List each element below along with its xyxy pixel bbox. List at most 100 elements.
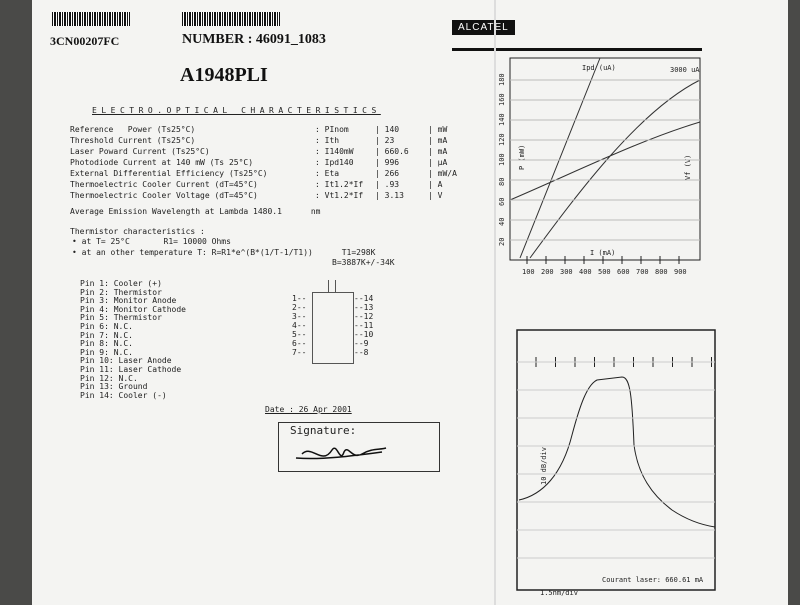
table-cell: Photodiode Current at 140 mW (Ts 25°C): [70, 158, 254, 167]
table-cell: | mA: [428, 136, 448, 145]
y-tick-label: 20: [498, 238, 506, 246]
y-tick-label: 160: [498, 93, 506, 106]
label: Courant laser: 660.61 mA: [602, 576, 704, 584]
table-cell: | mW: [428, 125, 448, 134]
fold: [494, 0, 496, 605]
label: P (mW): [518, 145, 526, 170]
thermistor-b: B=3887K+/-34K: [332, 258, 395, 267]
pin: Pin 6: N.C.: [80, 322, 133, 331]
spectrum: [518, 376, 716, 528]
x-tick-label: 500: [598, 268, 611, 276]
table-cell: | .93: [375, 180, 400, 189]
pin-number: 4--: [292, 321, 307, 330]
pin-lead: [328, 280, 336, 292]
table-cell: : Eta: [315, 169, 340, 178]
pin-number: --12: [354, 312, 374, 321]
pin-number: 7--: [292, 348, 307, 357]
table-cell: | V: [428, 191, 443, 200]
pin-number: 3--: [292, 312, 307, 321]
pin: Pin 9: N.C.: [80, 347, 133, 357]
table-cell: | 3.13: [375, 191, 404, 200]
x-tick-label: 400: [579, 268, 592, 276]
x-tick-label: 100: [522, 268, 535, 276]
pin: Pin 5: Thermistor: [80, 313, 162, 323]
table-cell: | mW/A: [428, 169, 457, 178]
table-cell: : It1.2*If: [315, 180, 364, 189]
spectrum-chart: 10 dB/div 1.5nm/div Courant laser: 660.6…: [516, 329, 716, 597]
pin-number: 1--: [292, 294, 307, 303]
curve: [509, 57, 701, 259]
plot-frame: [516, 329, 716, 591]
pin: Pin 11: Laser Cathode: [80, 365, 182, 374]
pin-number: --10: [354, 330, 374, 339]
table-cell: Thermoelectric Cooler Voltage (dT=45°C): [70, 191, 258, 200]
barcode-text: 3CN00207FC: [50, 34, 120, 48]
pin: Pin 3: Monitor Anode: [80, 296, 177, 306]
table-cell: : Ipd140: [315, 158, 354, 167]
iv-chart: Ipd (uA) 3000 uA I (mA) P (mW) Vf (V) 18…: [498, 57, 701, 276]
table-cell: External Differential Efficiency (Ts25°C…: [70, 169, 268, 178]
label: 3000 uA: [670, 66, 700, 74]
pin: Pin 2: Thermistor: [80, 287, 162, 297]
y-tick-label: 140: [498, 113, 506, 126]
pin: Pin 7: N.C.: [80, 330, 133, 340]
pin-box: [312, 292, 354, 364]
thermistor-line: • at T= 25°C R1= 10000 Ohms: [72, 237, 231, 246]
thermistor-line: • at an other temperature T: R=R1*e^(B*(…: [72, 248, 376, 257]
plot-frame: [509, 57, 701, 261]
pin-number: 5--: [292, 330, 307, 339]
x-tick-label: 700: [636, 268, 649, 276]
y-tick-label: 60: [498, 198, 506, 206]
table-cell: | 266: [375, 169, 400, 178]
pin: Pin 14: Cooler (-): [80, 390, 167, 400]
pin-number: --13: [354, 303, 374, 312]
x-tick-label: 300: [560, 268, 573, 276]
y-tick-label: 80: [498, 178, 506, 186]
signature-label: Signature:: [290, 424, 357, 437]
label: Ipd (uA): [582, 64, 616, 72]
table-cell: Thermoelectric Cooler Current (dT=45°C): [70, 180, 258, 189]
thermistor-title: Thermistor characteristics :: [70, 227, 205, 236]
y-tick-label: 120: [498, 133, 506, 146]
table-cell: : PInom: [315, 125, 349, 134]
pin-number: 2--: [292, 303, 307, 312]
table-cell: | µA: [428, 158, 448, 167]
table-cell: | 660.6: [375, 147, 409, 156]
table-cell: : I140mW: [315, 147, 354, 156]
table-cell: : Vt1.2*If: [315, 191, 364, 200]
part-number: A1948PLI: [180, 64, 268, 86]
barcode: [52, 12, 130, 26]
pin: Pin 8: N.C.: [80, 339, 133, 349]
x-tick-label: 200: [541, 268, 554, 276]
pin-number: --11: [354, 321, 374, 330]
pin-number: --14: [354, 294, 374, 303]
pin-number: --9: [354, 339, 369, 348]
signature-scribble: [295, 447, 387, 460]
pin-number: 6--: [292, 339, 307, 348]
y-tick-label: 40: [498, 218, 506, 226]
y-tick-label: 180: [498, 73, 506, 86]
table-cell: : Ith: [315, 136, 340, 145]
label: 1.5nm/div: [540, 589, 578, 597]
table-cell: Threshold Current (Ts25°C): [70, 136, 196, 145]
x-tick-label: 600: [617, 268, 630, 276]
x-tick-label: 900: [674, 268, 687, 276]
table-cell: | A: [428, 180, 443, 189]
date: Date : 26 Apr 2001: [265, 405, 352, 414]
pin: Pin 13: Ground: [80, 382, 148, 392]
pin: Pin 10: Laser Anode: [80, 356, 172, 366]
number: NUMBER : 46091_1083: [182, 32, 326, 47]
wavelength: Average Emission Wavelength at Lambda 14…: [70, 207, 321, 216]
signature-box: [278, 422, 440, 472]
table-cell: | 140: [375, 125, 400, 134]
table-cell: Reference Power (Ts25°C): [70, 125, 196, 134]
pin: Pin 12: N.C.: [80, 373, 138, 383]
pin: Pin 1: Cooler (+): [80, 279, 162, 288]
pin: Pin 4: Monitor Cathode: [80, 304, 186, 314]
section-title: ELECTRO.OPTICAL CHARACTERISTICS: [92, 106, 381, 115]
barcode: [182, 12, 280, 26]
label: I (mA): [590, 249, 615, 257]
rule: [452, 48, 702, 51]
paper: 3CN00207FC NUMBER : 46091_1083 ALCATEL A…: [32, 0, 788, 605]
